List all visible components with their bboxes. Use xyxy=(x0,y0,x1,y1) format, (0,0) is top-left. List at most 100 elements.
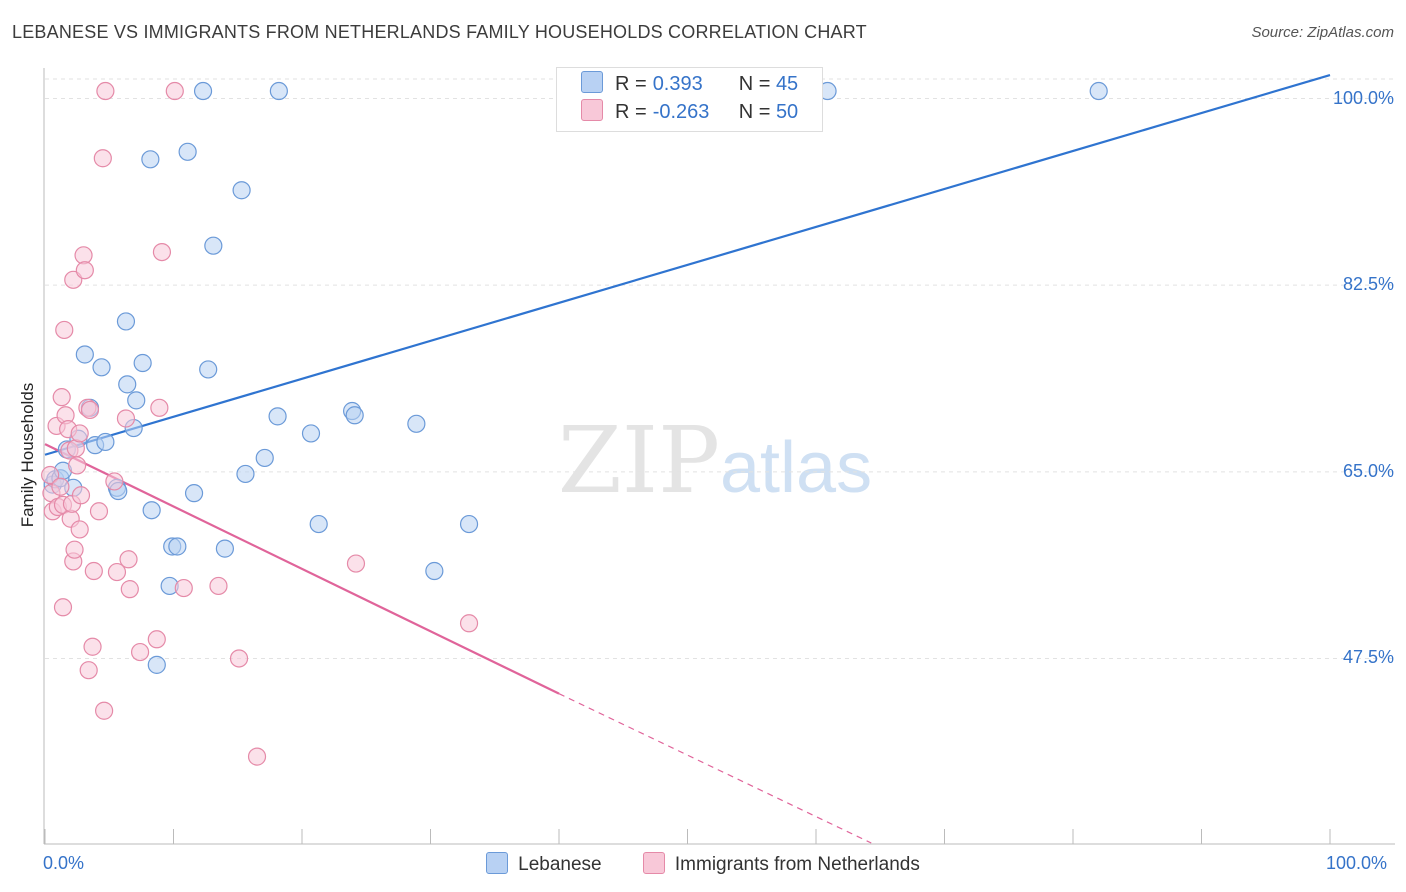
legend-row-netherlands: R = -0.263 N = 50 xyxy=(581,99,798,129)
r-label: R = xyxy=(615,73,647,95)
netherlands-point xyxy=(70,520,89,539)
lebanese-n-value: 45 xyxy=(775,73,799,95)
netherlands-point xyxy=(119,550,138,569)
watermark-atlas: atlas xyxy=(720,428,872,508)
netherlands-point xyxy=(89,502,109,521)
netherlands-point xyxy=(55,320,74,340)
netherlands-trend-extension xyxy=(558,693,872,844)
watermark-zip: ZIP xyxy=(558,407,720,514)
netherlands-trend-line xyxy=(44,443,560,695)
netherlands-point xyxy=(96,81,115,101)
n-label: N = xyxy=(738,73,771,95)
lebanese-point xyxy=(255,448,274,468)
lebanese-point xyxy=(178,142,197,161)
netherlands-point xyxy=(229,649,249,668)
netherlands-point xyxy=(152,242,172,262)
lebanese-point xyxy=(75,345,94,364)
lebanese-point xyxy=(204,236,223,255)
lebanese-point xyxy=(184,484,204,503)
lebanese-point xyxy=(269,81,288,101)
netherlands-point xyxy=(75,261,94,280)
x-tick-max: 100.0% xyxy=(1326,853,1388,873)
lebanese-point xyxy=(118,375,137,394)
netherlands-point xyxy=(52,388,71,407)
axes xyxy=(43,68,1395,845)
netherlands-n-value: 50 xyxy=(775,101,799,123)
netherlands-point xyxy=(41,465,60,485)
netherlands-point xyxy=(79,661,98,680)
lebanese-point xyxy=(92,358,111,377)
lebanese-point xyxy=(236,464,255,484)
series-legend: Lebanese Immigrants from Netherlands xyxy=(0,852,1406,876)
y-tick-label: 82.5% xyxy=(1342,274,1394,295)
netherlands-point xyxy=(174,578,193,598)
legend-label-netherlands: Immigrants from Netherlands xyxy=(674,854,920,875)
legend-row-lebanese: R = 0.393 N = 45 xyxy=(581,71,798,101)
y-tick-label: 65.0% xyxy=(1342,460,1394,481)
lebanese-point xyxy=(199,360,218,379)
lebanese-point xyxy=(425,561,444,581)
legend-item-lebanese: Lebanese xyxy=(486,852,602,876)
lebanese-point xyxy=(168,537,187,556)
lebanese-r-value: 0.393 xyxy=(652,73,703,95)
y-tick-label: 47.5% xyxy=(1342,647,1394,668)
lebanese-point xyxy=(141,150,160,169)
lebanese-point xyxy=(193,81,213,101)
lebanese-swatch xyxy=(581,71,603,93)
netherlands-point xyxy=(80,400,100,420)
lebanese-point xyxy=(215,539,234,558)
legend-label-lebanese: Lebanese xyxy=(518,854,602,875)
lebanese-point xyxy=(232,181,251,200)
lebanese-swatch xyxy=(486,852,509,874)
chart-source: Source: ZipAtlas.com xyxy=(1251,24,1394,41)
y-axis-label: Family Households xyxy=(18,382,37,528)
data-points xyxy=(41,81,1108,766)
netherlands-point xyxy=(346,554,366,573)
netherlands-point xyxy=(93,149,112,168)
netherlands-point xyxy=(116,409,136,428)
correlation-legend: R = 0.393 N = 45 R = -0.263 N = 50 xyxy=(556,67,823,132)
netherlands-point xyxy=(150,398,169,417)
lebanese-point xyxy=(345,406,364,425)
netherlands-point xyxy=(105,472,124,491)
lebanese-point xyxy=(309,514,328,534)
netherlands-point xyxy=(66,439,85,458)
netherlands-point xyxy=(130,642,150,662)
r-label: R = xyxy=(615,101,647,123)
netherlands-point xyxy=(107,562,127,582)
chart-title: LEBANESE VS IMMIGRANTS FROM NETHERLANDS … xyxy=(12,22,867,42)
lebanese-point xyxy=(96,432,115,452)
lebanese-point xyxy=(142,501,161,520)
lebanese-point xyxy=(1089,81,1108,101)
lebanese-point xyxy=(301,424,321,443)
lebanese-point xyxy=(147,655,166,674)
netherlands-point xyxy=(247,747,267,766)
netherlands-point xyxy=(209,576,228,596)
netherlands-point xyxy=(165,81,184,101)
netherlands-point xyxy=(459,614,479,633)
lebanese-point xyxy=(116,312,136,331)
netherlands-point xyxy=(147,630,166,649)
netherlands-point xyxy=(70,424,89,443)
lebanese-trend-line xyxy=(44,73,1331,456)
netherlands-swatch xyxy=(642,852,665,874)
netherlands-point xyxy=(65,540,84,559)
y-tick-label: 100.0% xyxy=(1332,87,1394,108)
netherlands-point xyxy=(120,580,139,599)
netherlands-point xyxy=(84,561,103,581)
lebanese-point xyxy=(268,407,287,426)
gridlines xyxy=(45,78,1395,659)
trend-lines xyxy=(44,73,1331,844)
netherlands-point xyxy=(68,456,87,475)
lebanese-point xyxy=(127,391,146,410)
x-tick-min: 0.0% xyxy=(43,853,85,873)
netherlands-point xyxy=(71,486,91,505)
netherlands-swatch xyxy=(581,99,603,121)
lebanese-point xyxy=(407,414,426,433)
netherlands-r-value: -0.263 xyxy=(652,101,710,123)
n-label: N = xyxy=(738,101,771,123)
lebanese-point xyxy=(459,514,479,534)
netherlands-point xyxy=(83,637,102,656)
netherlands-point xyxy=(53,598,73,617)
